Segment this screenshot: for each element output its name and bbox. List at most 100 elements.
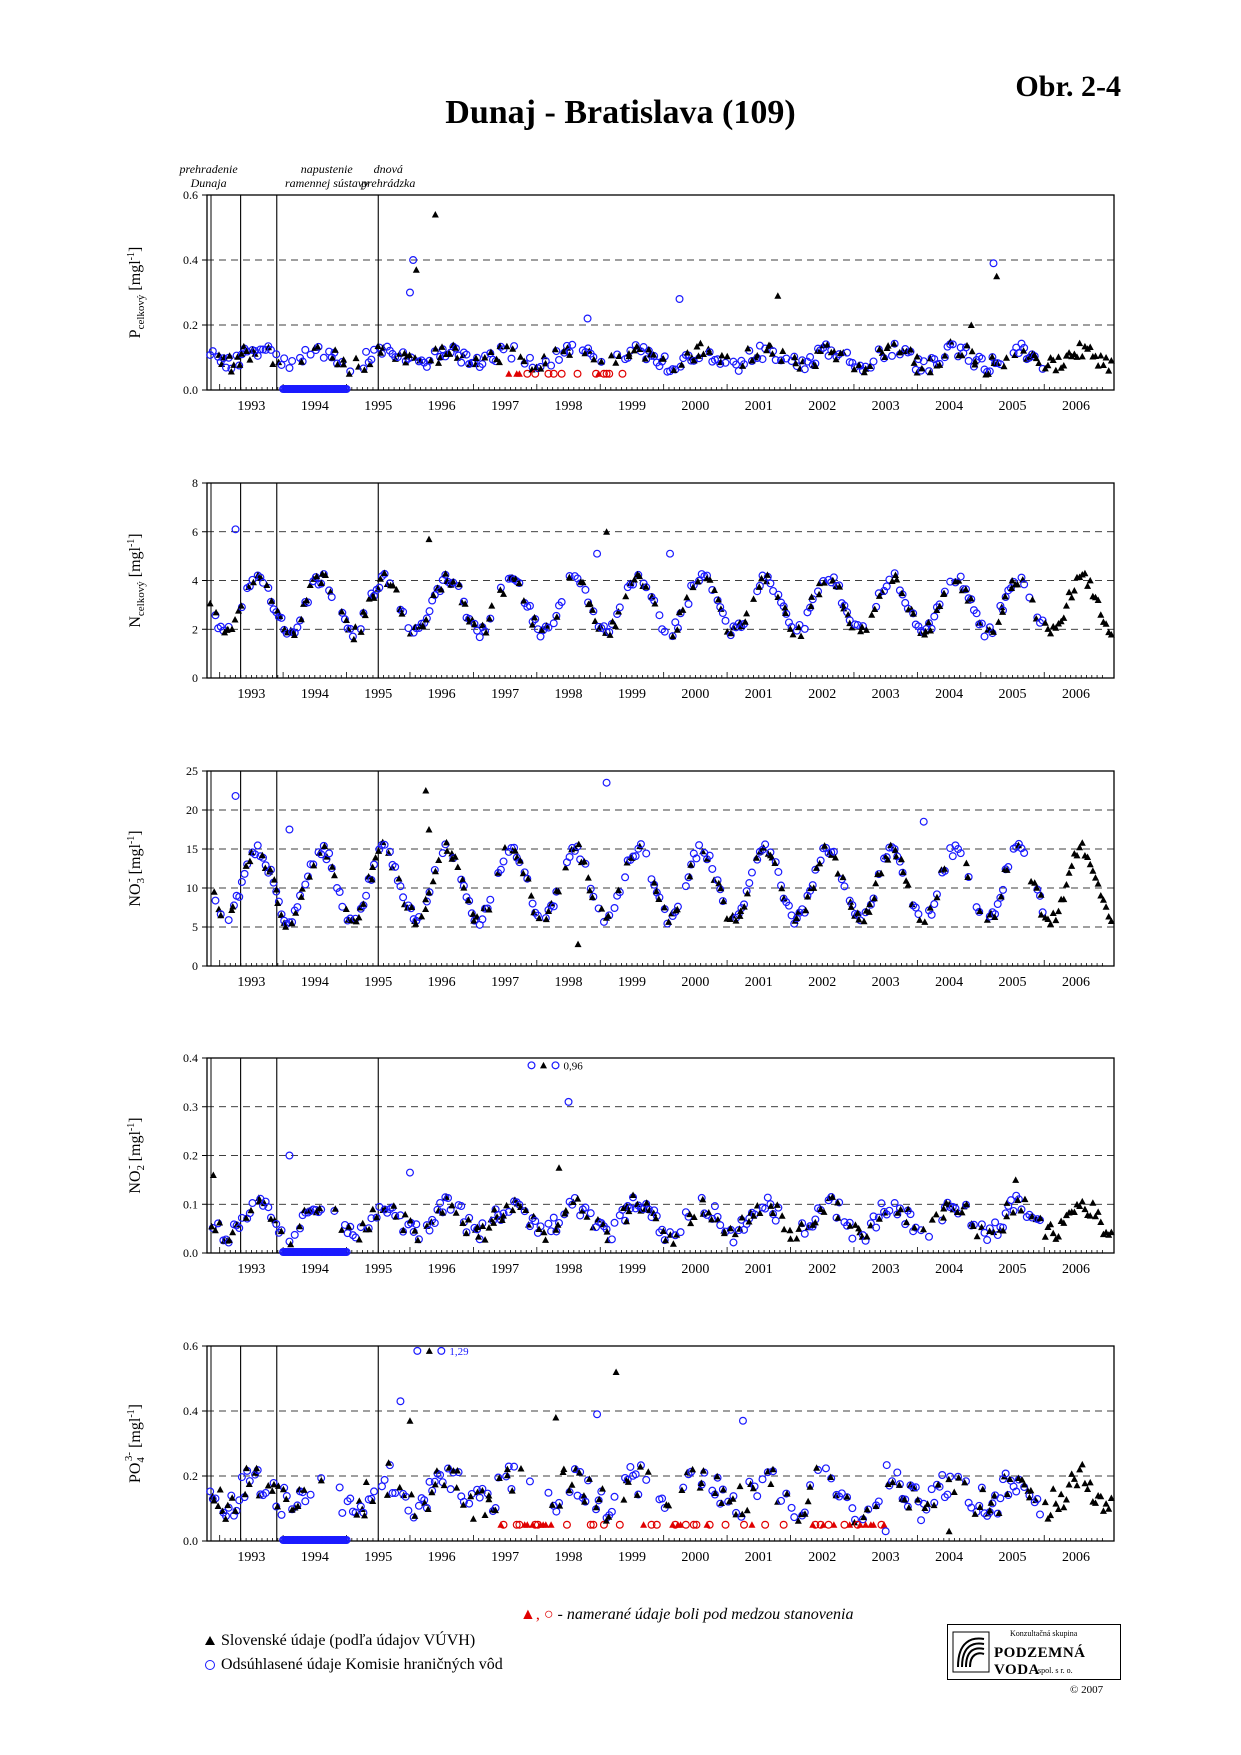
point-slovak	[860, 917, 868, 925]
point-slovak	[863, 1505, 871, 1513]
point-slovak	[591, 617, 599, 624]
y-tick-label: 5	[192, 920, 198, 934]
point-slovak	[1086, 576, 1094, 584]
point-slovak	[295, 1485, 303, 1493]
point-slovak	[395, 874, 403, 882]
point-commission	[607, 1507, 616, 1516]
point-slovak	[710, 586, 718, 593]
point-slovak	[385, 1459, 393, 1466]
point-slovak	[258, 851, 266, 859]
point-slovak	[913, 353, 921, 360]
point-slovak	[298, 885, 306, 892]
point-slovak	[355, 1235, 363, 1243]
point-commission	[927, 1485, 936, 1494]
point-slovak	[453, 1484, 461, 1491]
point-slovak	[361, 611, 369, 619]
point-commission	[430, 1219, 439, 1228]
x-tick-label: 1993	[237, 399, 265, 414]
y-tick-label: 0.0	[183, 383, 198, 397]
point-commission	[266, 345, 275, 354]
point-slovak	[738, 1214, 746, 1221]
point-commission	[436, 1198, 445, 1207]
point-slovak	[963, 1200, 971, 1208]
company-logo: Konzultačná skupina PODZEMNÁ VODA spol. …	[947, 1624, 1121, 1680]
point-slovak	[210, 888, 218, 895]
point-slovak	[1086, 1478, 1094, 1486]
point-slovak	[306, 581, 314, 589]
point-slovak	[955, 1474, 963, 1481]
point-commission	[761, 840, 770, 849]
point-slovak	[350, 635, 358, 643]
point-slovak	[380, 569, 388, 577]
point-slovak	[422, 615, 430, 623]
point-commission	[636, 840, 645, 849]
point-commission	[800, 624, 809, 633]
point-commission	[211, 896, 220, 905]
point-slovak	[1107, 630, 1115, 638]
point-slovak	[1065, 1481, 1073, 1488]
point-slovak	[406, 1417, 414, 1424]
point-commission	[880, 586, 889, 595]
point-slovak	[338, 1226, 346, 1233]
point-commission	[911, 903, 920, 912]
point-slovak	[448, 1201, 456, 1209]
event-label: prehrádzka	[360, 176, 415, 190]
point-commission	[549, 619, 558, 628]
point-slovak	[1068, 1470, 1076, 1477]
point-slovak	[253, 1464, 261, 1472]
point-slovak	[690, 1213, 698, 1220]
point-commission	[718, 897, 727, 906]
point-slovak	[1065, 869, 1073, 876]
point-slovak	[697, 1479, 705, 1487]
point-slovak	[624, 1478, 632, 1485]
point-slovak	[274, 1502, 282, 1510]
point-commission	[399, 893, 408, 902]
point-slovak	[1092, 1499, 1100, 1506]
point-slovak	[471, 620, 479, 628]
point-slovak	[443, 577, 451, 584]
point-commission	[610, 903, 619, 912]
point-slovak	[1076, 339, 1084, 347]
point-slovak	[556, 1502, 564, 1509]
point-slovak	[736, 1482, 744, 1490]
point-slovak	[715, 879, 723, 887]
point-slovak	[876, 345, 884, 353]
point-commission	[708, 864, 717, 873]
point-slovak	[717, 1499, 725, 1506]
point-slovak	[531, 613, 539, 621]
point-slovak	[240, 342, 248, 350]
point-commission	[631, 852, 640, 861]
point-slovak	[399, 1226, 407, 1234]
point-slovak	[901, 1495, 909, 1503]
below-limit-note: ▲, ○ - namerané údaje boli pod medzou st…	[520, 1606, 853, 1624]
x-tick-label: 2001	[745, 687, 773, 702]
point-slovak	[453, 1466, 461, 1474]
point-commission	[962, 585, 971, 594]
point-slovak	[1031, 879, 1039, 886]
x-tick-label: 2002	[808, 1262, 836, 1277]
point-slovak	[231, 615, 239, 623]
point-slovak	[749, 1484, 757, 1492]
point-slovak	[485, 1492, 493, 1499]
point-commission	[967, 1503, 976, 1512]
point-commission	[829, 847, 838, 856]
point-slovak	[455, 580, 463, 588]
point-commission	[790, 1513, 799, 1522]
circle-marker-icon	[205, 1660, 215, 1671]
point-slovak	[392, 586, 400, 593]
point-slovak	[594, 1215, 602, 1223]
point-slovak	[793, 914, 801, 921]
point-slovak	[589, 606, 597, 613]
point-slovak	[921, 1504, 929, 1512]
point-slovak	[976, 1503, 984, 1510]
point-commission	[404, 624, 413, 633]
point-commission	[705, 1520, 714, 1529]
x-tick-label: 1998	[555, 1550, 583, 1565]
x-tick-label: 2004	[935, 399, 963, 414]
point-slovak	[907, 345, 915, 353]
point-slovak	[217, 911, 225, 919]
point-commission	[391, 1489, 400, 1498]
point-commission	[888, 351, 897, 360]
point-slovak	[509, 1206, 517, 1214]
